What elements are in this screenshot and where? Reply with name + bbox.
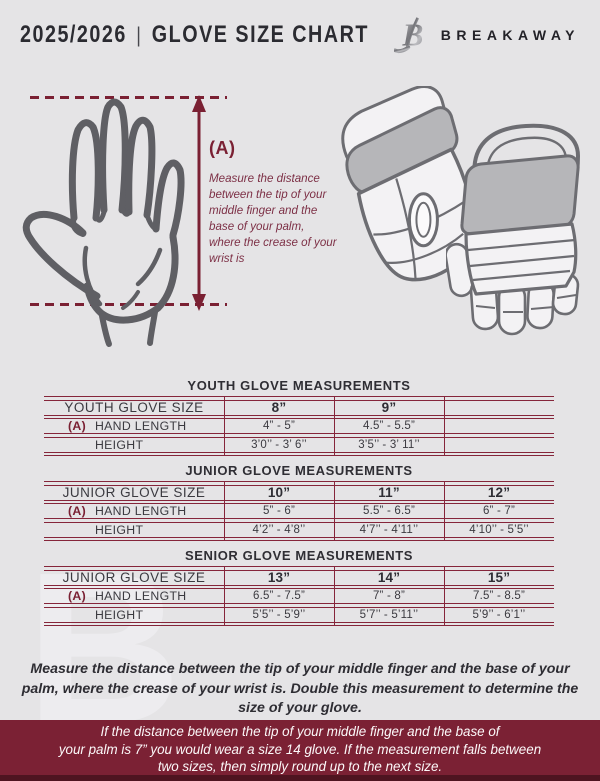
table-row: YOUTH GLOVE SIZE 8” 9”	[44, 399, 554, 416]
column-divider	[444, 397, 446, 455]
brand-lockup: B BREAKAWAY	[393, 15, 580, 55]
column-divider	[444, 482, 446, 540]
column-divider	[224, 482, 226, 540]
measurement-diagram: (A) Measure the distance between the tip…	[0, 70, 600, 378]
glove-palm-illustration	[444, 116, 591, 343]
column-divider	[334, 567, 336, 625]
table-row: (A) HAND LENGTH 6.5” - 7.5” 7” - 8” 7.5”…	[44, 588, 554, 604]
brand-name: BREAKAWAY	[440, 27, 580, 43]
table-row: HEIGHT 4’2’’ - 4’8’’ 4’7’’ - 4’11’’ 4’10…	[44, 521, 554, 538]
junior-measurements-table: JUNIOR GLOVE SIZE 10” 11” 12” (A) HAND L…	[44, 481, 554, 541]
breakaway-watermark-letter: B	[26, 527, 182, 768]
table-row: (A) HAND LENGTH 5” - 6” 5.5” - 6.5” 6” -…	[44, 503, 554, 519]
title-divider: |	[136, 23, 143, 48]
page-title: 2025/2026 | GLOVE SIZE CHART	[20, 21, 369, 48]
column-divider	[444, 567, 446, 625]
breakaway-logo-icon: B	[393, 17, 423, 54]
senior-table-title: SENIOR GLOVE MEASUREMENTS	[184, 548, 414, 563]
hand-outline-illustration	[20, 96, 225, 353]
measuring-instructions: Measure the distance between the tip of …	[21, 661, 579, 716]
svg-text:B: B	[401, 17, 423, 52]
table-row: HEIGHT 3’0’’ - 3’ 6’’ 3’5’’ - 3’ 11’’	[44, 436, 554, 453]
size-tables-section: YOUTH GLOVE MEASUREMENTS YOUTH GLOVE SIZ…	[44, 378, 554, 633]
senior-measurements-table: JUNIOR GLOVE SIZE 13” 14” 15” (A) HAND L…	[44, 566, 554, 626]
column-divider	[334, 397, 336, 455]
table-row: HEIGHT 5’5’’ - 5’9’’ 5’7’’ - 5’11’’ 5’9’…	[44, 606, 554, 623]
column-divider	[334, 482, 336, 540]
junior-table-title: JUNIOR GLOVE MEASUREMENTS	[185, 463, 413, 478]
youth-table-title: YOUTH GLOVE MEASUREMENTS	[187, 378, 411, 393]
bottom-accent-strip	[0, 775, 600, 781]
column-divider	[224, 567, 226, 625]
sizing-tip-banner: If the distance between the tip of your …	[0, 720, 600, 775]
glove-back-illustration	[338, 85, 478, 309]
measurement-a-label: (A)	[209, 138, 236, 158]
table-row: JUNIOR GLOVE SIZE 13” 14” 15”	[44, 569, 554, 586]
table-row: JUNIOR GLOVE SIZE 10” 11” 12”	[44, 484, 554, 501]
table-row: (A) HAND LENGTH 4” - 5” 4.5” - 5.5”	[44, 418, 554, 434]
measurement-description: Measure the distance between the tip of …	[209, 172, 337, 265]
header: 2025/2026 | GLOVE SIZE CHART B BREAKAWAY	[0, 0, 600, 70]
dashed-line-top	[30, 96, 227, 99]
measurement-arrow-icon	[192, 95, 206, 311]
youth-measurements-table: YOUTH GLOVE SIZE 8” 9” (A) HAND LENGTH 4…	[44, 396, 554, 456]
chart-title: GLOVE SIZE CHART	[151, 21, 369, 48]
column-divider	[224, 397, 226, 455]
season-label: 2025/2026	[20, 21, 127, 48]
